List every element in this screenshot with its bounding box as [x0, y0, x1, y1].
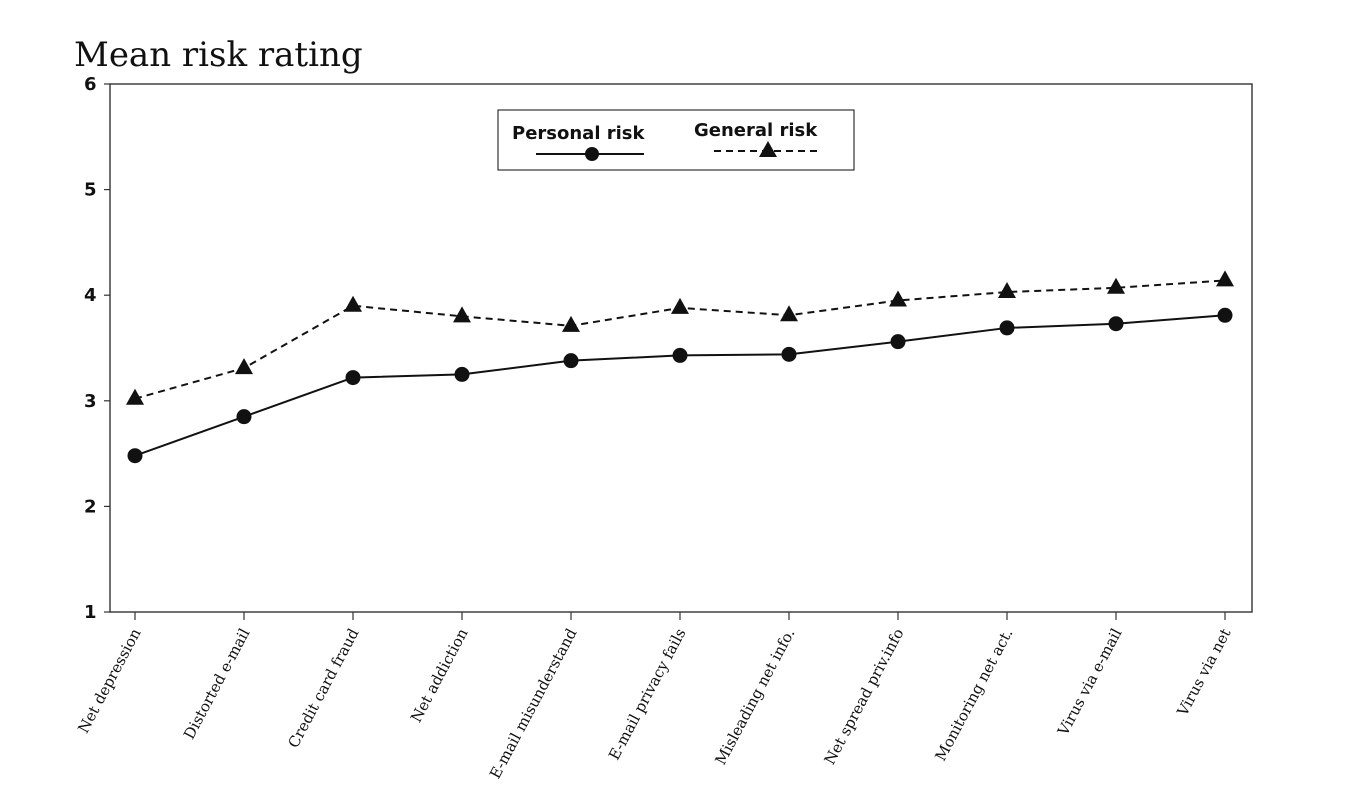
x-tick-label: E-mail privacy fails: [605, 625, 690, 763]
data-point-general-risk: [671, 298, 689, 314]
legend-label-personal-risk: Personal risk: [512, 123, 646, 144]
data-point-personal-risk: [1109, 316, 1124, 331]
x-tick-label: Virus via net: [1173, 625, 1235, 719]
data-point-personal-risk: [346, 370, 361, 385]
data-point-general-risk: [235, 358, 253, 374]
y-tick-label: 3: [84, 391, 97, 412]
chart-title: Mean risk rating: [74, 35, 363, 75]
legend-label-general-risk: General risk: [694, 120, 818, 141]
data-point-personal-risk: [673, 348, 688, 363]
data-point-general-risk: [1107, 278, 1125, 294]
x-tick-label: Virus via e-mail: [1054, 625, 1126, 739]
data-point-general-risk: [344, 296, 362, 312]
y-tick-label: 4: [84, 285, 97, 306]
y-tick-label: 2: [84, 496, 97, 517]
data-point-general-risk: [562, 316, 580, 332]
y-axis: 1 2 3 4 5 6: [84, 74, 110, 623]
x-tick-label: Credit card fraud: [284, 625, 362, 751]
y-tick-label: 5: [84, 180, 97, 201]
data-point-personal-risk: [891, 334, 906, 349]
legend-marker-personal-risk: [585, 147, 599, 161]
x-tick-label: Net depression: [74, 625, 144, 736]
x-tick-label: Net addiction: [407, 625, 472, 725]
data-point-personal-risk: [237, 409, 252, 424]
data-point-personal-risk: [782, 347, 797, 362]
data-point-general-risk: [453, 306, 471, 322]
data-point-general-risk: [1216, 270, 1234, 286]
data-point-general-risk: [998, 282, 1016, 298]
x-tick-label: Distorted e-mail: [180, 625, 254, 742]
data-point-personal-risk: [1218, 308, 1233, 323]
x-tick-label: Monitoring net act.: [931, 625, 1016, 764]
y-tick-label: 6: [84, 74, 97, 95]
data-point-personal-risk: [128, 448, 143, 463]
x-tick-label: Net spread priv.info: [820, 625, 907, 767]
data-point-personal-risk: [1000, 320, 1015, 335]
data-point-general-risk: [889, 290, 907, 306]
x-axis: Net depression Distorted e-mail Credit car…: [74, 612, 1234, 782]
legend: Personal risk General risk: [498, 110, 854, 170]
x-tick-label: Misleading net info.: [711, 625, 798, 767]
data-point-personal-risk: [455, 367, 470, 382]
y-tick-label: 1: [84, 602, 97, 623]
data-point-general-risk: [780, 305, 798, 321]
series-layer: [126, 270, 1234, 463]
x-tick-label: E-mail misunderstand: [486, 625, 581, 782]
data-point-personal-risk: [564, 353, 579, 368]
series-line-personal-risk: [135, 315, 1225, 455]
